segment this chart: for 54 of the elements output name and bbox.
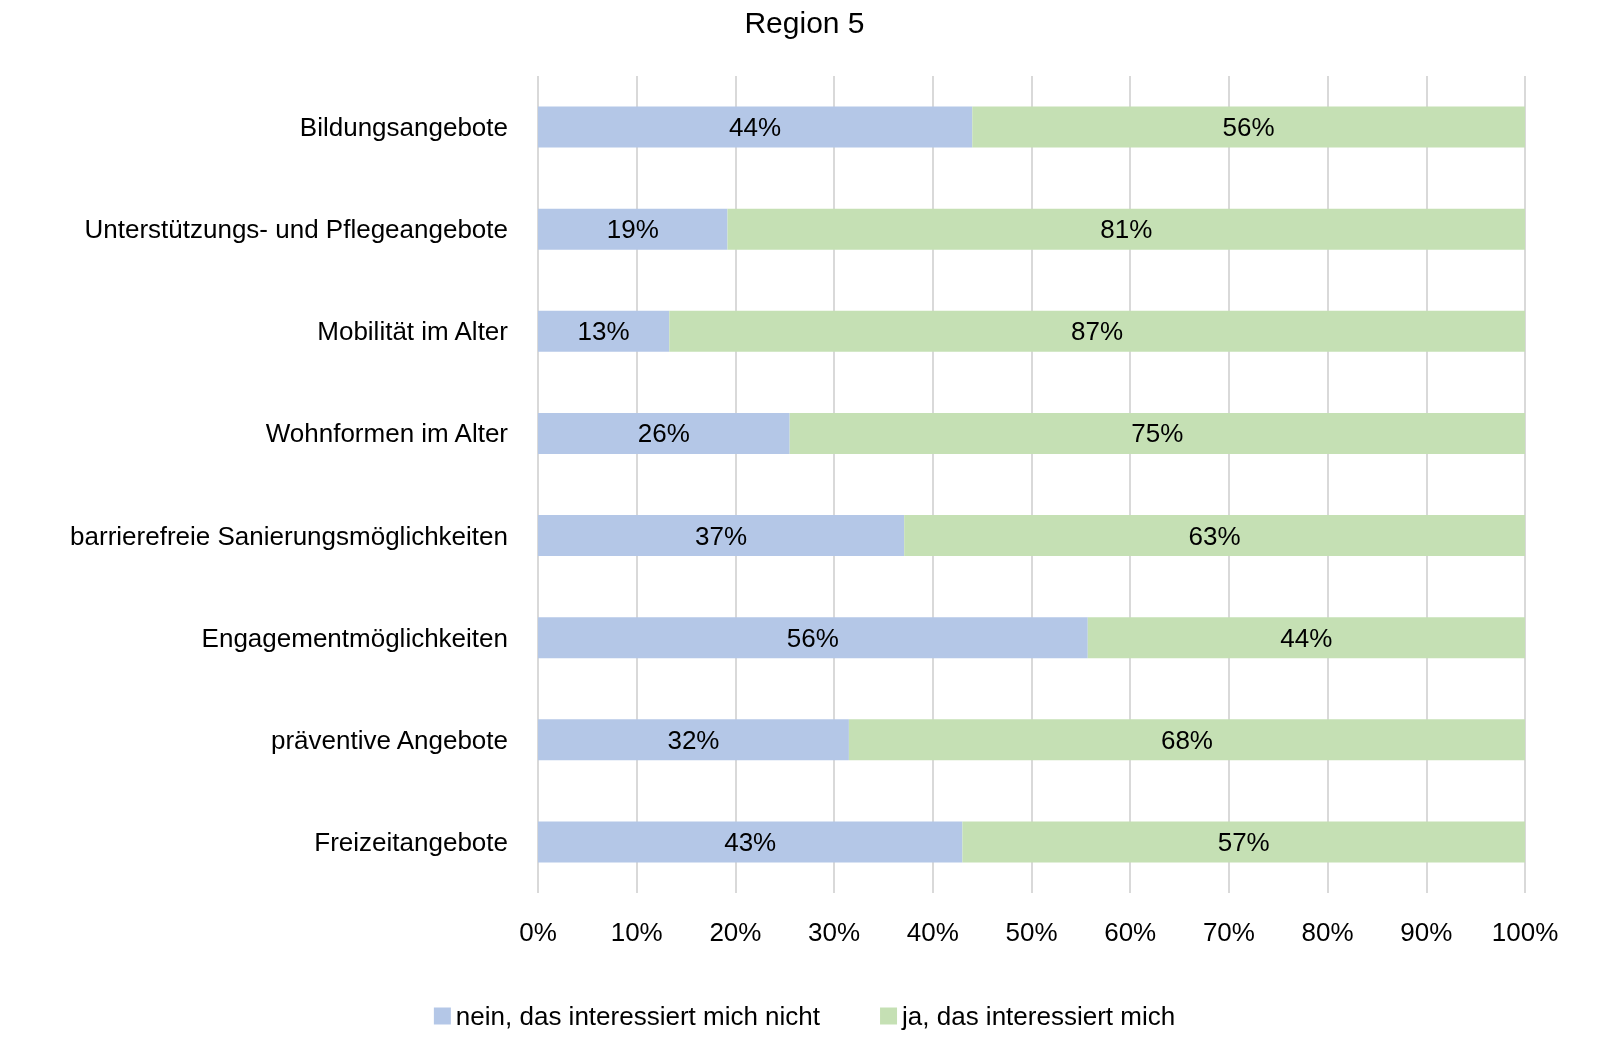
- bar: [538, 821, 963, 863]
- data-label: 87%: [1071, 316, 1124, 347]
- y-tick-label: Wohnformen im Alter: [265, 418, 509, 449]
- legend-label: nein, das interessiert mich nicht: [455, 1001, 821, 1031]
- x-tick-label: 80%: [1301, 917, 1354, 947]
- chart-title: Region 5: [744, 5, 865, 39]
- legend-label: ja, das interessiert mich: [901, 1001, 1176, 1031]
- x-tick-label: 50%: [1005, 917, 1058, 947]
- bar: [538, 106, 973, 148]
- x-tick-label: 0%: [519, 917, 557, 947]
- data-label: 75%: [1131, 418, 1184, 449]
- data-label: 32%: [667, 724, 720, 755]
- data-label: 44%: [1280, 622, 1333, 653]
- data-label: 63%: [1188, 520, 1241, 551]
- data-label: 19%: [606, 214, 659, 245]
- x-tick-label: 90%: [1400, 917, 1453, 947]
- x-tick-label: 30%: [808, 917, 861, 947]
- bar: [962, 821, 1525, 863]
- bar: [538, 412, 790, 454]
- data-label: 56%: [786, 622, 839, 653]
- y-tick-label: Freizeitangebote: [314, 826, 508, 857]
- x-tick-label: 60%: [1104, 917, 1157, 947]
- bar: [789, 412, 1525, 454]
- data-label: 56%: [1222, 112, 1275, 143]
- data-label: 68%: [1160, 724, 1213, 755]
- data-label: 44%: [729, 112, 782, 143]
- data-label: 43%: [724, 826, 777, 857]
- y-tick-label: barrierefreie Sanierungsmöglichkeiten: [70, 520, 508, 551]
- bar: [538, 617, 1088, 659]
- y-tick-label: Engagementmöglichkeiten: [201, 622, 508, 653]
- bar: [669, 310, 1525, 352]
- data-label: 13%: [577, 316, 630, 347]
- bar: [538, 719, 849, 761]
- bar: [538, 515, 905, 557]
- bar: [904, 515, 1525, 557]
- bar: [848, 719, 1525, 761]
- x-tick-label: 100%: [1491, 917, 1559, 947]
- x-tick-label: 70%: [1202, 917, 1255, 947]
- bar: [1087, 617, 1525, 659]
- data-label: 57%: [1217, 826, 1270, 857]
- bar: [972, 106, 1525, 148]
- bar: [727, 208, 1525, 250]
- x-tick-label: 40%: [906, 917, 959, 947]
- bar: [538, 310, 670, 352]
- y-tick-label: präventive Angebote: [270, 724, 508, 755]
- data-label: 81%: [1100, 214, 1153, 245]
- data-label: 37%: [695, 520, 748, 551]
- y-tick-label: Bildungsangebote: [299, 112, 508, 143]
- data-label: 26%: [637, 418, 690, 449]
- y-tick-label: Mobilität im Alter: [317, 316, 509, 347]
- bar: [538, 208, 728, 250]
- y-tick-label: Unterstützungs- und Pflegeangebote: [84, 214, 508, 245]
- x-tick-label: 20%: [709, 917, 762, 947]
- x-tick-label: 10%: [610, 917, 663, 947]
